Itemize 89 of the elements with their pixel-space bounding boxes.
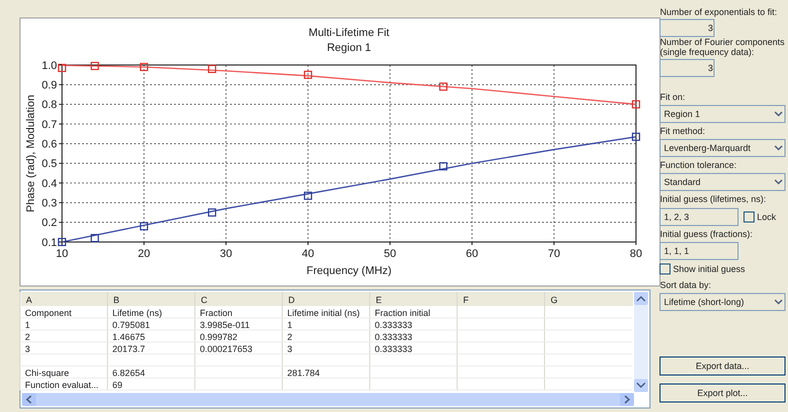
text: Number of exponentials to fit: (660, 7, 778, 17)
text: 1 (287, 320, 292, 330)
y-tick-label: 0.9 (42, 80, 57, 92)
x-tick-label: 70 (548, 248, 560, 260)
text: Fit on: (660, 92, 686, 102)
text: Lifetime initial (ns) (287, 308, 360, 318)
x-tick-label: 80 (630, 248, 642, 260)
text: Lock (757, 212, 777, 222)
text: 0.333333 (374, 332, 412, 342)
chart-subtitle: Region 1 (326, 42, 372, 54)
y-tick-label: 0.3 (42, 198, 57, 210)
point (304, 192, 312, 200)
text: 0.795081 (112, 320, 150, 330)
text: 3.9985e-011 (200, 320, 250, 330)
text: Fit method: (660, 126, 706, 136)
category-label: E (376, 295, 382, 305)
text: Chi-square (25, 368, 70, 378)
category-label: F (463, 295, 470, 305)
text: Function evaluat... (25, 380, 99, 390)
point (140, 62, 148, 72)
point (439, 82, 448, 91)
point (632, 132, 640, 141)
chart-title: Multi-Lifetime Fit (308, 27, 390, 39)
text: Levenberg-Marquardt (664, 143, 752, 153)
point (632, 100, 640, 108)
x-tick-label: 40 (302, 248, 314, 260)
text: Standard (664, 177, 701, 187)
point (140, 222, 148, 230)
x-axis-title: Frequency (MHz) (306, 265, 392, 277)
point (439, 162, 448, 170)
text: 3 (25, 344, 30, 354)
text: Lifetime (ns) (112, 308, 162, 318)
text: 2 (287, 332, 292, 342)
category-label: G (550, 295, 558, 305)
text: Region 1 (664, 109, 700, 119)
text: (single frequency data): (660, 47, 754, 57)
x-tick-label: 60 (466, 248, 478, 260)
category-label: A (26, 295, 32, 305)
x-tick-label: 30 (220, 248, 232, 260)
y-tick-label: 0.1 (42, 236, 57, 249)
category-label: D (288, 295, 296, 305)
category-label: C (200, 295, 208, 305)
text: 3 (287, 344, 292, 354)
text: Function tolerance: (660, 160, 737, 170)
point (58, 64, 66, 72)
text: Export plot... (697, 388, 748, 398)
text: Lifetime (short-long) (664, 297, 744, 307)
text: Sort data by: (660, 280, 712, 290)
point (304, 70, 312, 79)
point (90, 234, 99, 242)
text: Initial guess (lifetimes, ns): (660, 194, 766, 204)
x-tick-label: 10 (56, 248, 68, 260)
point (208, 208, 216, 217)
text: Fraction (200, 308, 232, 318)
y-tick-label: 0.5 (42, 158, 57, 170)
point (208, 64, 216, 74)
y-tick-label: 0.6 (42, 138, 57, 151)
text: Fraction initial (374, 308, 430, 318)
x-tick-label: 50 (384, 248, 396, 260)
x-tick-label: 20 (138, 248, 150, 260)
y-tick-label: 1.0 (42, 60, 57, 72)
text: 3 (708, 23, 714, 33)
text: 0.333333 (374, 320, 412, 330)
point (90, 62, 99, 70)
text: Component (25, 308, 72, 318)
point (58, 238, 66, 246)
text: 6.82654 (112, 368, 145, 378)
text: 281.784 (287, 368, 320, 378)
y-tick-label: 0.8 (42, 99, 57, 112)
text: 1, 2, 3 (664, 212, 690, 222)
text: 2 (25, 332, 30, 342)
text: 0.333333 (374, 344, 412, 354)
text: Show initial guess (673, 264, 746, 274)
text: Number of Fourier components (660, 37, 786, 47)
text: 69 (112, 380, 122, 390)
text: 0.000217653 (200, 344, 252, 354)
text: Export data... (696, 361, 750, 371)
y-tick-label: 0.2 (42, 217, 57, 230)
y-axis-title: Phase (rad), Modulation (25, 94, 37, 212)
y-tick-label: 0.4 (42, 178, 57, 190)
y-tick-label: 0.7 (42, 118, 57, 131)
text: 1.46675 (112, 332, 145, 342)
text: 1, 1, 1 (664, 246, 690, 256)
text: 0.999782 (200, 332, 238, 342)
text: Initial guess (fractions): (660, 229, 753, 239)
text: 1 (25, 320, 30, 330)
category-label: B (113, 295, 120, 305)
text: 20173.7 (112, 344, 145, 354)
text: 3 (708, 63, 714, 73)
